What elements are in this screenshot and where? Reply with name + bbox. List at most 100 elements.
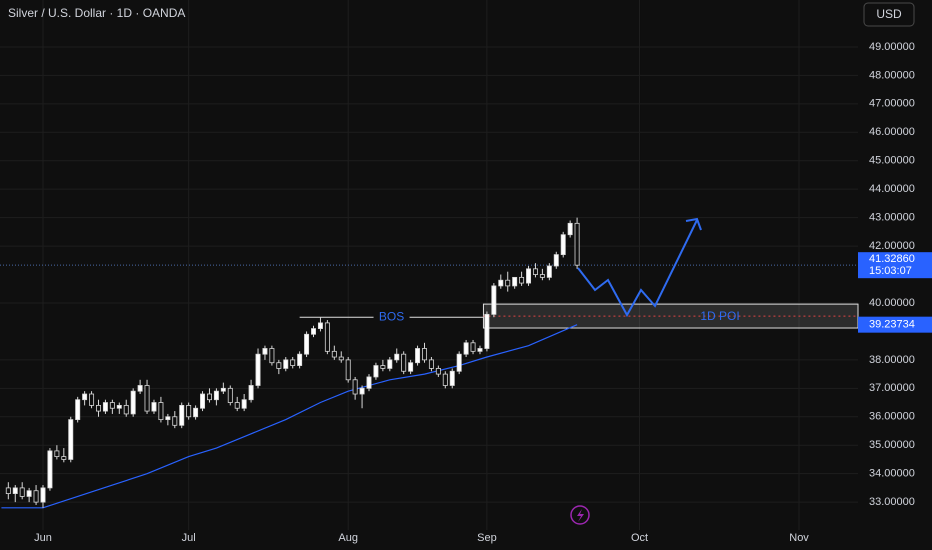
candle-body: [297, 353, 303, 366]
event-icon-bolt: [577, 509, 584, 522]
moving-average: [1, 324, 578, 509]
candle-body: [5, 487, 11, 494]
candle-body: [290, 359, 296, 366]
candle-body: [519, 276, 525, 284]
y-tick-label: 36.00000: [869, 411, 915, 423]
last-price-box: [858, 252, 932, 279]
candle-body: [546, 265, 552, 278]
candle-body: [89, 393, 95, 406]
candle-body: [491, 285, 497, 315]
candle-body: [109, 402, 115, 409]
x-tick-label: Aug: [338, 532, 358, 544]
candle-body: [304, 333, 310, 355]
candle-body: [484, 313, 490, 349]
candle-body: [324, 322, 330, 352]
candle-body: [262, 348, 268, 355]
candle-body: [366, 376, 372, 389]
candle-body: [560, 234, 566, 256]
candle-body: [477, 348, 483, 352]
y-tick-label: 33.00000: [869, 496, 915, 508]
candle-body: [40, 487, 46, 503]
x-tick-label: Sep: [477, 532, 497, 544]
candle-body: [283, 359, 289, 369]
ma-value-box: [858, 316, 932, 333]
candle-body: [102, 402, 108, 412]
candle-body: [435, 368, 441, 375]
candle-body: [165, 416, 171, 421]
candle-body: [338, 356, 344, 361]
candle-body: [456, 353, 462, 372]
y-tick-label: 48.00000: [869, 69, 915, 81]
y-tick-label: 40.00000: [869, 297, 915, 309]
chart-title: Silver / U.S. Dollar · 1D · OANDA: [8, 6, 185, 20]
y-tick-label: 46.00000: [869, 126, 915, 138]
candle-body: [463, 342, 469, 355]
candle-body: [380, 365, 386, 369]
candle-body: [428, 359, 434, 369]
projection-arrow: [685, 217, 702, 231]
poi-label: 1D POI: [700, 309, 739, 323]
candle-body: [498, 279, 504, 287]
candle-body: [394, 353, 400, 361]
x-tick-label: Jul: [182, 532, 196, 544]
x-tick-label: Jun: [34, 532, 52, 544]
candle-body: [470, 342, 476, 352]
candle-body: [553, 254, 559, 267]
candle-body: [151, 402, 157, 412]
x-tick-label: Nov: [789, 532, 809, 544]
candle-body: [241, 399, 247, 409]
candle-body: [269, 348, 275, 364]
projection-path: [577, 219, 698, 318]
candle-body: [96, 404, 101, 412]
y-tick-label: 38.00000: [869, 354, 915, 366]
y-tick-label: 35.00000: [869, 439, 915, 451]
candle-body: [227, 387, 233, 403]
candle-body: [68, 419, 74, 460]
candle-body: [359, 387, 365, 395]
candle-body: [172, 416, 178, 426]
candle-body: [311, 328, 316, 335]
candle-body: [422, 348, 427, 361]
candle-body: [234, 402, 240, 409]
candle-body: [47, 450, 53, 489]
last-price-label: 41.32860: [869, 253, 915, 265]
candle-body: [61, 456, 67, 460]
candle-body: [574, 222, 580, 266]
plot: 1D POI BOS: [0, 217, 859, 509]
currency-button[interactable]: [863, 2, 915, 27]
candle-body: [276, 362, 282, 369]
y-tick-label: 45.00000: [869, 155, 915, 167]
event-icon[interactable]: [570, 505, 590, 525]
candle-body: [567, 222, 573, 236]
candle-body: [82, 393, 88, 401]
candle-body: [12, 487, 18, 494]
candle-body: [206, 393, 212, 401]
candle-body: [137, 385, 143, 392]
x-tick-label: Oct: [631, 532, 648, 544]
candle-body: [331, 350, 337, 358]
bos-label: BOS: [379, 309, 404, 323]
candle-body: [54, 450, 60, 458]
y-tick-label: 42.00000: [869, 240, 915, 252]
candle-body: [144, 385, 150, 412]
candle-body: [539, 274, 545, 278]
candle-body: [255, 353, 261, 386]
candle-body: [186, 404, 192, 418]
candle-body: [19, 487, 25, 497]
candle-body: [505, 279, 511, 287]
ma-value-label: 39.23734: [869, 319, 915, 331]
candle-body: [193, 407, 199, 418]
y-tick-label: 43.00000: [869, 212, 915, 224]
y-tick-label: 37.00000: [869, 382, 915, 394]
candle-body: [200, 393, 206, 409]
candle-body: [526, 268, 532, 284]
candle-body: [220, 387, 226, 392]
candle-body: [116, 404, 122, 409]
y-tick-label: 34.00000: [869, 468, 915, 480]
currency-label: USD: [876, 7, 902, 21]
candle-body: [158, 402, 164, 421]
candle-body: [352, 379, 358, 395]
